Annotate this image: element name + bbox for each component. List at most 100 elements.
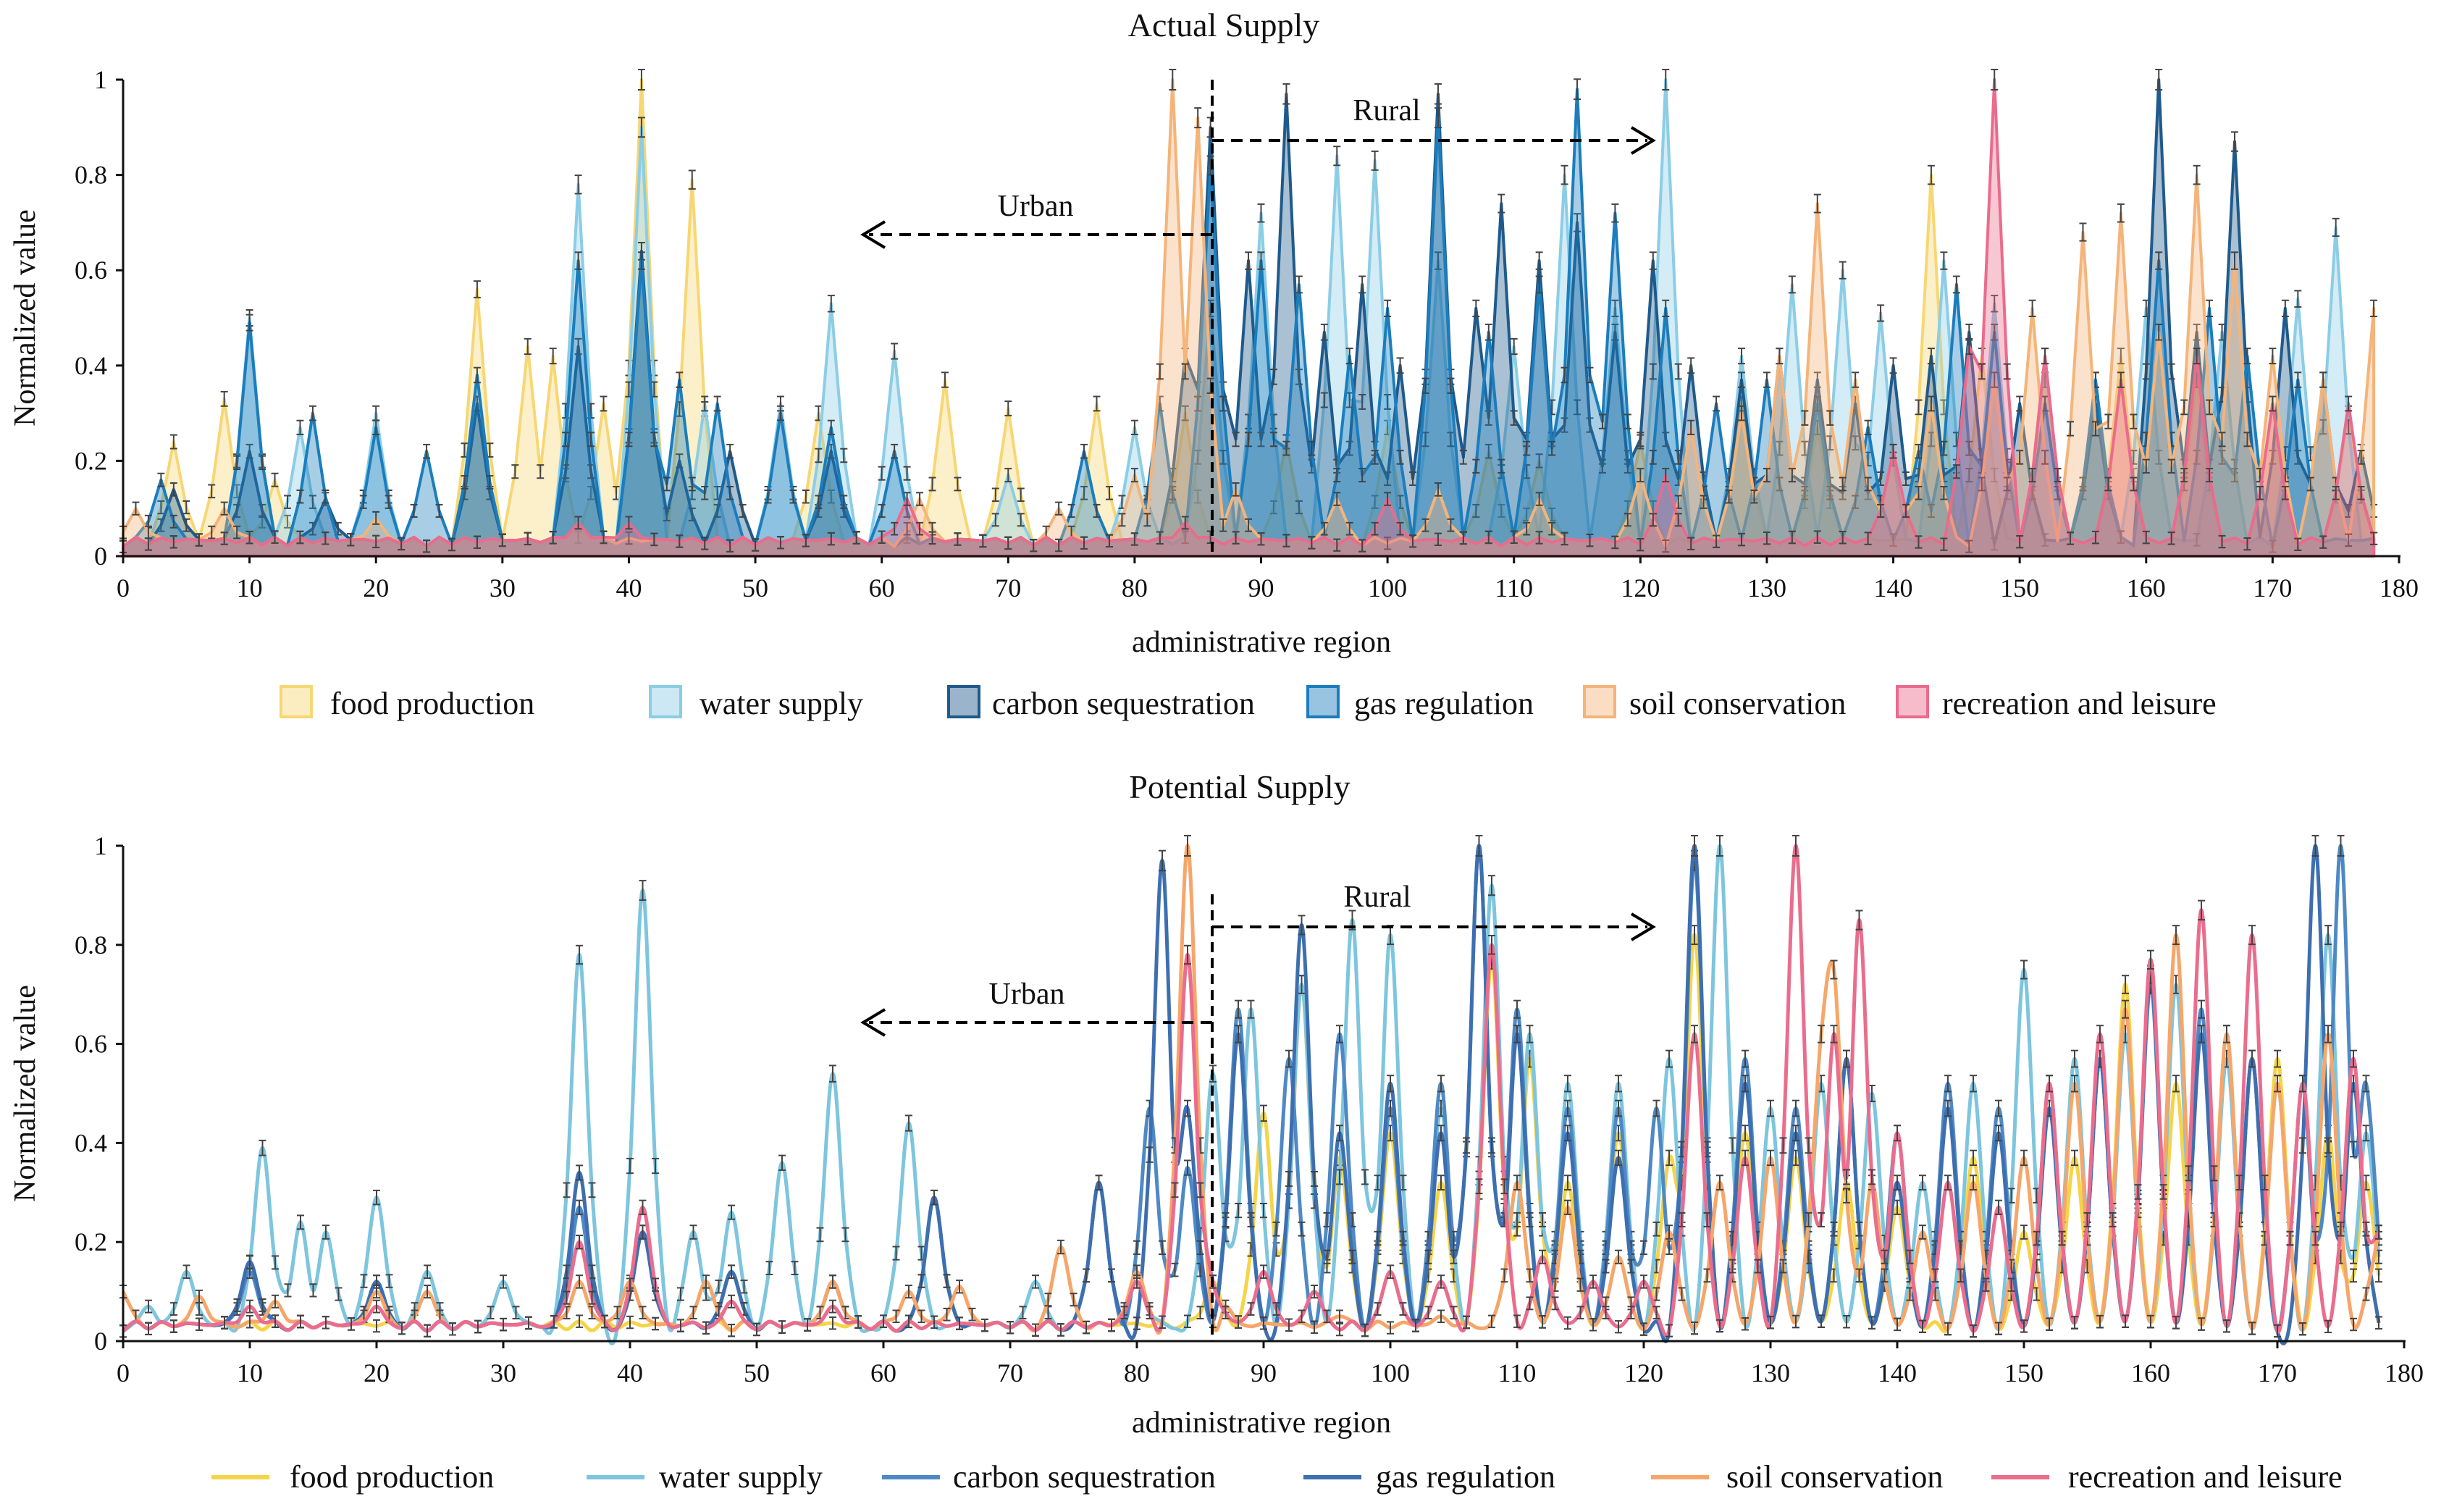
actual-errorbar <box>1447 518 1455 532</box>
potential-legend-label-water-supply: water supply <box>659 1459 823 1495</box>
potential-line-water-supply <box>122 844 2381 1345</box>
potential-errorbar <box>1184 1159 1191 1176</box>
potential-errorbar <box>2185 1165 2193 1182</box>
actual-x-tick-label: 100 <box>1368 574 1407 602</box>
potential-errorbar <box>652 1157 659 1175</box>
actual-errorbar <box>2294 371 2302 388</box>
actual-errorbar <box>2294 450 2302 465</box>
potential-errorbar <box>550 1315 558 1329</box>
actual-errorbar <box>1333 492 1341 506</box>
potential-errorbar <box>2274 1049 2281 1068</box>
potential-errorbar <box>1843 1188 1850 1204</box>
actual-errorbar <box>688 169 696 190</box>
potential-errorbar <box>765 1261 773 1275</box>
potential-errorbar <box>1488 1314 1495 1329</box>
potential-errorbar <box>1235 1315 1242 1329</box>
actual-legend-label-food-production: food production <box>330 686 534 721</box>
actual-errorbar <box>903 492 911 506</box>
actual-x-tick-label: 140 <box>1874 574 1913 602</box>
potential-errorbar <box>2311 1230 2319 1246</box>
actual-legend-label-carbon-sequestration: carbon sequestration <box>992 686 1255 721</box>
actual-errorbar <box>776 405 784 421</box>
actual-errorbar <box>1472 299 1480 317</box>
actual-errorbar <box>637 251 645 270</box>
actual-errorbar <box>701 537 709 550</box>
actual-errorbar <box>789 490 797 504</box>
actual-errorbar <box>1206 155 1214 176</box>
potential-y-tick-label: 0.2 <box>75 1227 107 1256</box>
actual-errorbar <box>1055 538 1063 553</box>
potential-errorbar <box>1652 1099 1660 1117</box>
potential-errorbar <box>449 1322 456 1336</box>
potential-ticks: 0 10 20 30 40 50 60 70 80 90 100 110 120 130 140 150 160… <box>75 831 2424 1387</box>
actual-errorbar <box>1130 468 1138 483</box>
actual-errorbar <box>245 443 253 459</box>
actual-errorbar <box>802 534 810 547</box>
actual-x-tick-label: 160 <box>2127 574 2166 602</box>
actual-errorbar <box>1156 363 1164 380</box>
potential-errorbar <box>424 1324 431 1337</box>
potential-errorbar <box>1235 1025 1242 1043</box>
potential-errorbar <box>1513 1211 1521 1227</box>
actual-errorbar <box>435 503 443 518</box>
potential-errorbar <box>1551 1296 1559 1311</box>
potential-errorbar <box>2159 1184 2167 1200</box>
actual-errorbar <box>1902 471 1910 487</box>
potential-errorbar <box>348 1317 355 1331</box>
actual-errorbar <box>1662 468 1670 483</box>
actual-errorbar <box>903 466 911 481</box>
actual-legend-label-recreation-and-leisure: recreation and leisure <box>1942 686 2217 721</box>
potential-errorbar <box>652 1277 659 1292</box>
actual-errorbar <box>1940 486 1948 500</box>
actual-errorbar <box>2028 299 2036 317</box>
potential-errorbar <box>2020 1149 2028 1167</box>
potential-errorbar <box>1184 1099 1191 1117</box>
actual-x-tick-label: 60 <box>869 574 895 602</box>
potential-rural-arrow-head <box>1630 912 1656 941</box>
potential-errorbar <box>2083 1211 2091 1227</box>
actual-errorbar <box>2079 222 2087 242</box>
potential-errorbar <box>1944 1075 1952 1093</box>
actual-errorbar <box>1282 440 1290 456</box>
potential-errorbar <box>196 1289 203 1303</box>
potential-errorbar <box>2172 1316 2180 1330</box>
potential-errorbar <box>525 1316 532 1330</box>
potential-errorbar <box>1361 1323 1369 1337</box>
actual-errorbar <box>1598 458 1606 474</box>
potential-errorbar <box>715 1280 723 1294</box>
actual-x-tick-label: 70 <box>995 574 1021 602</box>
potential-errorbar <box>2248 1322 2256 1335</box>
potential-errorbar <box>1691 835 1698 857</box>
actual-errorbar <box>385 495 392 509</box>
actual-errorbar <box>891 343 899 360</box>
actual-errorbar <box>574 175 582 195</box>
potential-errorbar <box>474 1319 482 1334</box>
actual-ticks: 0 10 20 30 40 50 60 70 80 90 100 110 120 130 140 150 160… <box>75 65 2419 602</box>
potential-errorbar <box>1742 1075 1749 1093</box>
potential-errorbar <box>1830 959 1838 980</box>
actual-errorbar <box>2003 476 2011 492</box>
potential-errorbar <box>2324 1137 2332 1154</box>
potential-x-axis-label: administrative region <box>1132 1406 1391 1440</box>
potential-errorbar <box>322 1225 329 1240</box>
potential-errorbar <box>1159 1240 1166 1256</box>
actual-errorbar <box>220 532 228 545</box>
potential-errorbar <box>1171 1262 1179 1277</box>
potential-errorbar <box>2071 1149 2078 1167</box>
potential-errorbar <box>1146 1146 1154 1163</box>
potential-series-recreation-and-leisure <box>119 835 2382 1338</box>
actual-errorbar <box>1320 392 1328 408</box>
potential-errorbar <box>297 1314 304 1329</box>
potential-errorbar <box>1970 1324 1977 1338</box>
potential-errorbar <box>1665 1324 1673 1337</box>
potential-errorbar <box>1742 1049 1749 1068</box>
actual-errorbar <box>1181 363 1189 380</box>
actual-errorbar <box>1358 275 1366 294</box>
actual-errorbar <box>2281 299 2289 317</box>
actual-x-tick-label: 20 <box>363 574 389 602</box>
actual-errorbar <box>182 518 190 532</box>
potential-errorbar <box>1044 1293 1052 1307</box>
actual-errorbar <box>1649 513 1657 527</box>
potential-errorbar <box>1108 1268 1115 1283</box>
